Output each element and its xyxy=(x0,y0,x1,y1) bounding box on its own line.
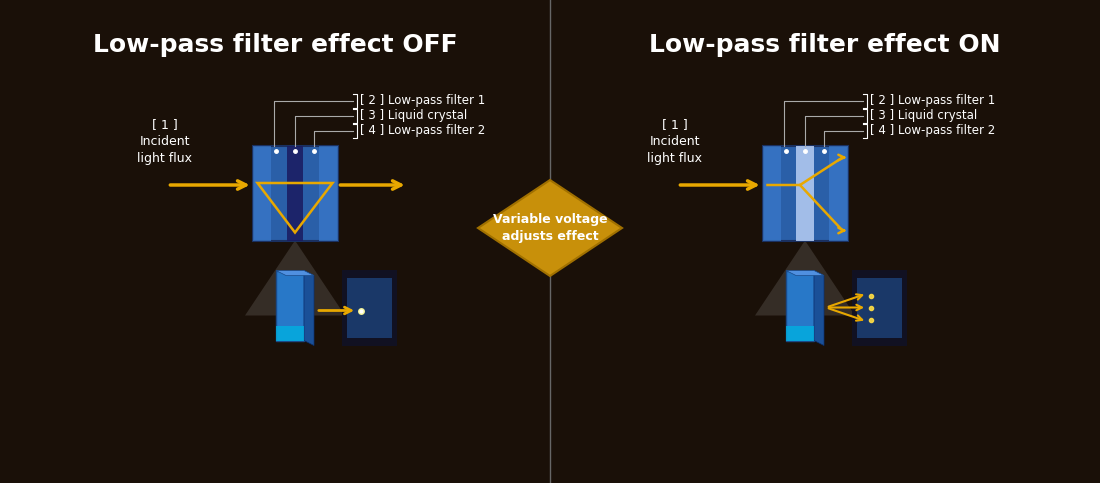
Text: [ 2 ] Low-pass filter 1: [ 2 ] Low-pass filter 1 xyxy=(869,94,994,107)
Bar xyxy=(319,145,338,241)
Polygon shape xyxy=(755,241,855,315)
Text: [ 4 ] Low-pass filter 2: [ 4 ] Low-pass filter 2 xyxy=(869,124,994,137)
Bar xyxy=(253,145,338,241)
Polygon shape xyxy=(786,270,824,275)
Bar xyxy=(762,145,847,241)
Bar xyxy=(287,145,303,241)
Bar xyxy=(851,270,906,345)
Bar xyxy=(857,278,902,338)
Bar xyxy=(276,270,304,341)
Polygon shape xyxy=(478,180,622,276)
Bar xyxy=(253,145,272,241)
Text: [ 1 ]
Incident
light flux: [ 1 ] Incident light flux xyxy=(647,118,702,165)
Bar xyxy=(341,270,396,345)
Text: [ 3 ] Liquid crystal: [ 3 ] Liquid crystal xyxy=(869,109,977,122)
Text: Variable voltage
adjusts effect: Variable voltage adjusts effect xyxy=(493,213,607,243)
Text: Low-pass filter effect ON: Low-pass filter effect ON xyxy=(649,33,1001,57)
Bar xyxy=(786,270,814,341)
Polygon shape xyxy=(245,241,345,315)
Text: [ 2 ] Low-pass filter 1: [ 2 ] Low-pass filter 1 xyxy=(360,94,485,107)
Bar xyxy=(276,326,304,341)
Text: [ 1 ]
Incident
light flux: [ 1 ] Incident light flux xyxy=(138,118,192,165)
Text: Low-pass filter effect OFF: Low-pass filter effect OFF xyxy=(92,33,458,57)
Polygon shape xyxy=(276,270,314,275)
Polygon shape xyxy=(304,270,313,345)
Bar xyxy=(828,145,847,241)
Bar xyxy=(786,326,814,341)
Bar xyxy=(795,145,814,241)
Bar xyxy=(346,278,392,338)
Text: [ 4 ] Low-pass filter 2: [ 4 ] Low-pass filter 2 xyxy=(360,124,485,137)
Polygon shape xyxy=(814,270,824,345)
Text: [ 3 ] Liquid crystal: [ 3 ] Liquid crystal xyxy=(360,109,466,122)
Bar xyxy=(762,145,781,241)
